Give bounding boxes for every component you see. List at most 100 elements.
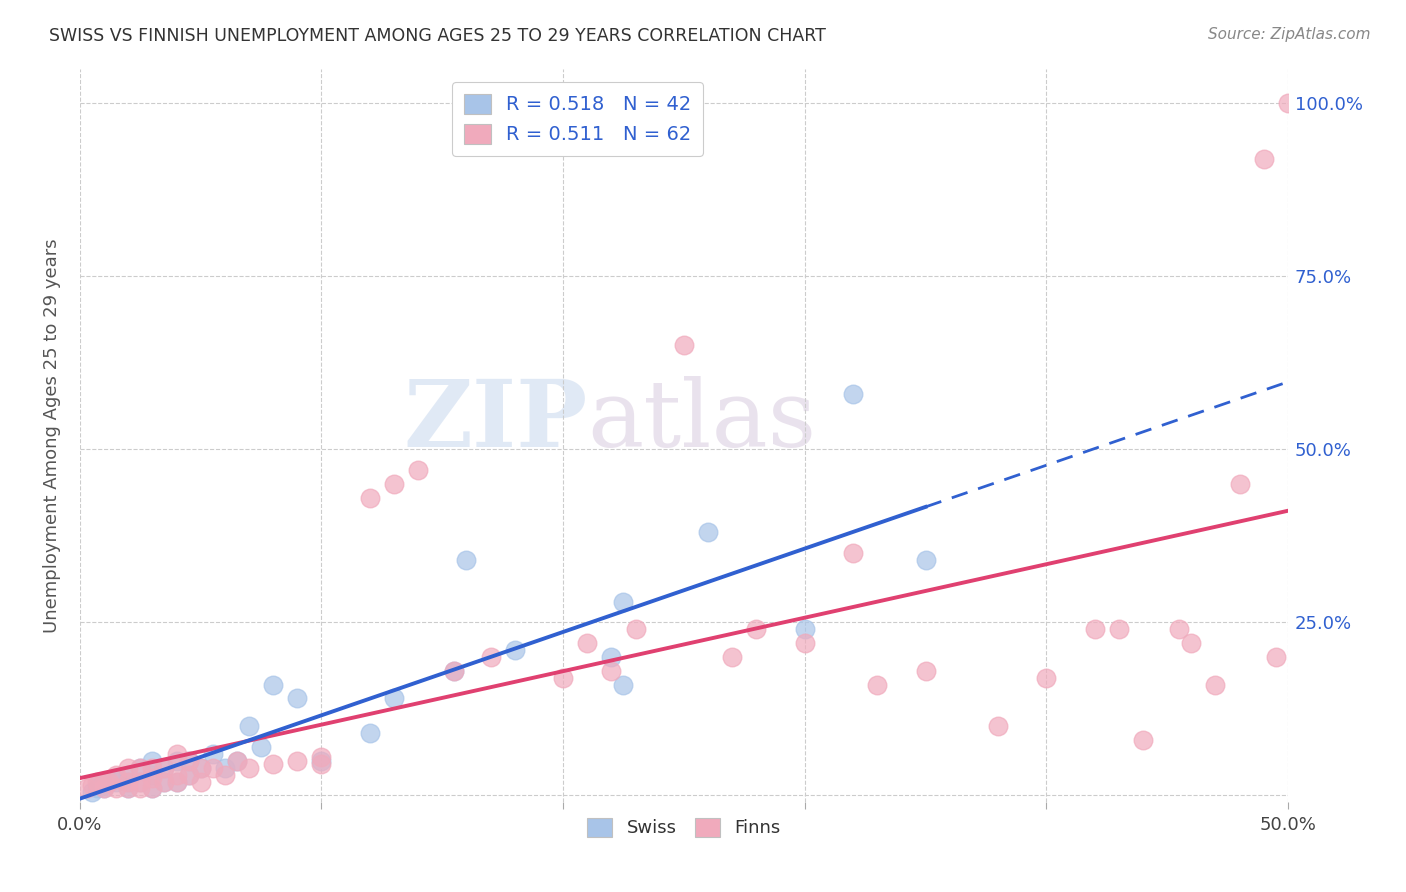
- Point: [190, 774, 212, 789]
- Point: [141, 781, 163, 796]
- Point: [141, 761, 163, 775]
- Point: [443, 664, 465, 678]
- Point: [238, 719, 260, 733]
- Point: [1108, 622, 1130, 636]
- Point: [166, 747, 188, 761]
- Point: [576, 636, 599, 650]
- Point: [359, 491, 381, 505]
- Point: [76, 781, 98, 796]
- Text: atlas: atlas: [588, 376, 817, 466]
- Point: [166, 774, 188, 789]
- Point: [406, 463, 429, 477]
- Point: [93, 781, 115, 796]
- Point: [842, 546, 865, 560]
- Point: [201, 761, 224, 775]
- Point: [551, 671, 574, 685]
- Point: [86, 774, 108, 789]
- Point: [1253, 152, 1275, 166]
- Point: [117, 767, 139, 781]
- Point: [479, 649, 502, 664]
- Point: [117, 774, 139, 789]
- Point: [80, 785, 103, 799]
- Point: [987, 719, 1010, 733]
- Point: [285, 754, 308, 768]
- Point: [141, 767, 163, 781]
- Text: Source: ZipAtlas.com: Source: ZipAtlas.com: [1208, 27, 1371, 42]
- Point: [93, 781, 115, 796]
- Point: [262, 677, 284, 691]
- Point: [721, 649, 744, 664]
- Point: [250, 739, 273, 754]
- Point: [86, 781, 108, 796]
- Point: [612, 677, 634, 691]
- Point: [214, 767, 236, 781]
- Point: [93, 774, 115, 789]
- Point: [141, 771, 163, 785]
- Y-axis label: Unemployment Among Ages 25 to 29 years: Unemployment Among Ages 25 to 29 years: [44, 238, 60, 632]
- Point: [177, 767, 200, 781]
- Point: [503, 643, 526, 657]
- Point: [117, 761, 139, 775]
- Point: [226, 754, 249, 768]
- Point: [117, 781, 139, 796]
- Point: [141, 754, 163, 768]
- Point: [129, 761, 152, 775]
- Point: [382, 691, 405, 706]
- Point: [105, 781, 128, 796]
- Point: [177, 754, 200, 768]
- Point: [1168, 622, 1191, 636]
- Point: [382, 476, 405, 491]
- Point: [793, 636, 815, 650]
- Point: [129, 761, 152, 775]
- Point: [624, 622, 647, 636]
- Point: [1132, 733, 1154, 747]
- Point: [1180, 636, 1202, 650]
- Point: [1084, 622, 1107, 636]
- Point: [612, 594, 634, 608]
- Point: [1277, 96, 1299, 111]
- Point: [177, 754, 200, 768]
- Point: [166, 774, 188, 789]
- Point: [166, 754, 188, 768]
- Point: [285, 691, 308, 706]
- Point: [600, 664, 623, 678]
- Point: [105, 771, 128, 785]
- Point: [456, 553, 478, 567]
- Point: [697, 525, 720, 540]
- Point: [129, 774, 152, 789]
- Text: SWISS VS FINNISH UNEMPLOYMENT AMONG AGES 25 TO 29 YEARS CORRELATION CHART: SWISS VS FINNISH UNEMPLOYMENT AMONG AGES…: [49, 27, 827, 45]
- Point: [914, 664, 936, 678]
- Point: [105, 774, 128, 789]
- Point: [153, 774, 176, 789]
- Point: [93, 778, 115, 792]
- Point: [141, 781, 163, 796]
- Point: [97, 774, 120, 789]
- Point: [1035, 671, 1057, 685]
- Point: [89, 774, 111, 789]
- Point: [201, 747, 224, 761]
- Point: [153, 761, 176, 775]
- Point: [214, 761, 236, 775]
- Point: [359, 726, 381, 740]
- Point: [190, 761, 212, 775]
- Point: [866, 677, 889, 691]
- Point: [129, 774, 152, 789]
- Point: [117, 781, 139, 796]
- Point: [311, 754, 333, 768]
- Point: [311, 750, 333, 764]
- Point: [793, 622, 815, 636]
- Point: [745, 622, 768, 636]
- Point: [238, 761, 260, 775]
- Point: [262, 757, 284, 772]
- Text: ZIP: ZIP: [404, 376, 588, 466]
- Point: [153, 761, 176, 775]
- Point: [914, 553, 936, 567]
- Point: [842, 387, 865, 401]
- Point: [190, 761, 212, 775]
- Point: [311, 757, 333, 772]
- Point: [105, 767, 128, 781]
- Point: [129, 781, 152, 796]
- Legend: Swiss, Finns: Swiss, Finns: [579, 811, 787, 845]
- Point: [177, 767, 200, 781]
- Point: [443, 664, 465, 678]
